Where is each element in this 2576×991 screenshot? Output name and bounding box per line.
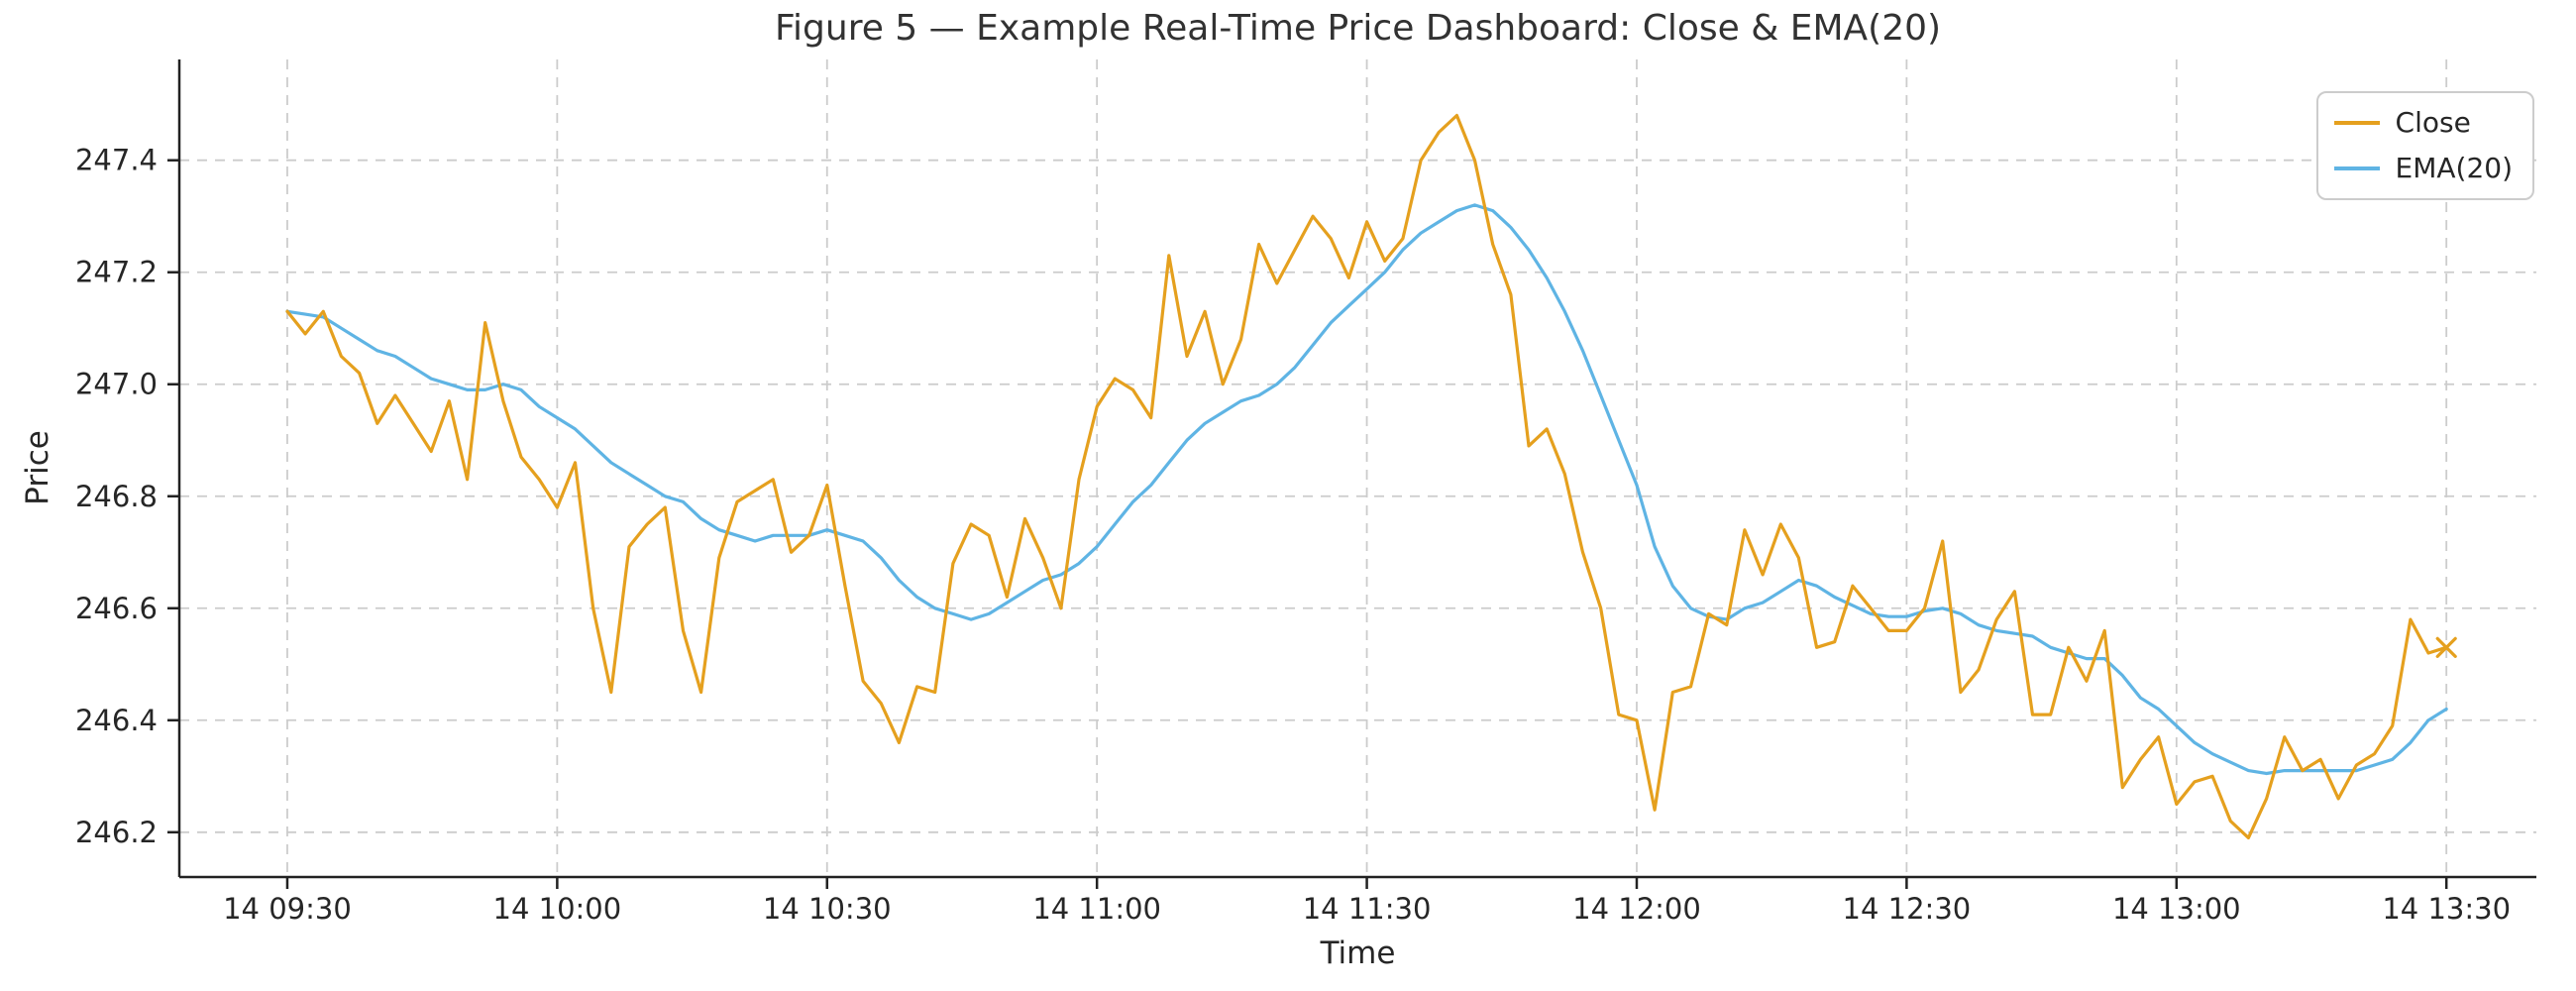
x-tick-label: 14 13:00	[2112, 892, 2241, 926]
last-price-marker	[2435, 636, 2457, 658]
y-tick-label: 247.0	[75, 368, 158, 401]
x-tick-label: 14 12:30	[1843, 892, 1972, 926]
ema-line	[285, 203, 2448, 776]
y-tick-label: 246.2	[75, 816, 158, 849]
y-tick-label: 246.8	[75, 480, 158, 513]
y-tick-label: 247.2	[75, 256, 158, 289]
close-line	[285, 113, 2448, 840]
legend-label-ema: EMA(20)	[2395, 152, 2513, 184]
ema-line-swatch	[2333, 166, 2380, 170]
y-tick-label: 246.6	[75, 592, 158, 625]
x-tick-label: 14 10:00	[493, 892, 622, 926]
x-tick-label: 14 12:00	[1572, 892, 1701, 926]
x-tick-label: 14 10:30	[763, 892, 892, 926]
y-axis-label: Price	[20, 430, 55, 505]
close-line-swatch	[2333, 121, 2380, 125]
legend-label-close: Close	[2395, 106, 2471, 139]
x-tick-label: 14 13:30	[2382, 892, 2511, 926]
legend-item-close: Close	[2333, 105, 2513, 141]
legend-item-ema: EMA(20)	[2333, 151, 2513, 186]
x-tick-label: 14 11:30	[1303, 892, 1432, 926]
x-axis-label: Time	[1320, 936, 1396, 971]
y-tick-label: 247.4	[75, 144, 158, 177]
figure-title: Figure 5 — Example Real-Time Price Dashb…	[774, 8, 1942, 49]
x-tick-label: 14 09:30	[223, 892, 352, 926]
chart-legend: Close EMA(20)	[2315, 91, 2534, 200]
x-tick-label: 14 11:00	[1032, 892, 1161, 926]
y-tick-label: 246.4	[75, 704, 158, 737]
